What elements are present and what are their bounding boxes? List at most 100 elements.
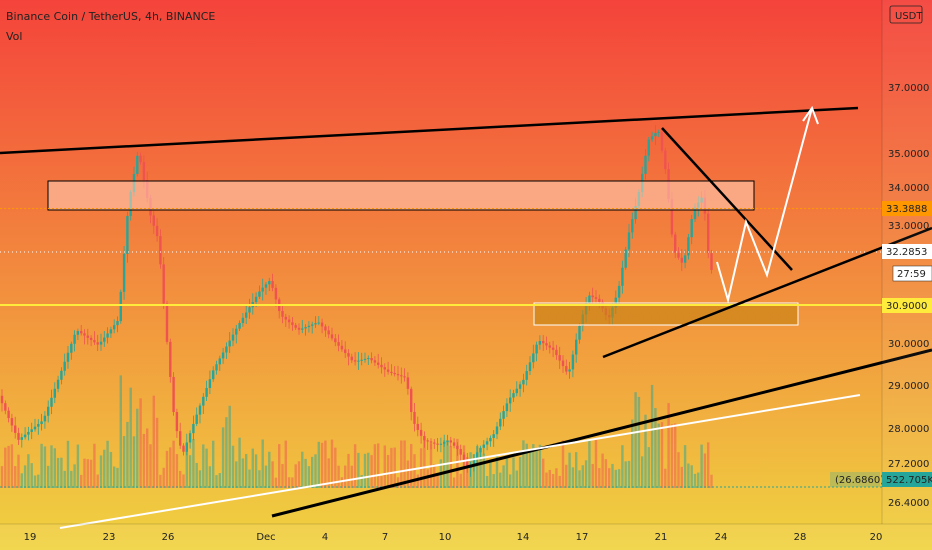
volume-bar [697, 472, 700, 488]
candle-body [113, 325, 116, 330]
candle-body [212, 370, 215, 380]
volume-bar [683, 445, 687, 488]
candle-body [231, 334, 235, 341]
volume-bar [278, 444, 281, 488]
y-tick-label: 35.0000 [888, 149, 929, 160]
volume-bar [667, 403, 670, 488]
volume-bar [386, 454, 390, 488]
x-tick-label: Dec [256, 532, 275, 543]
candle-body [426, 440, 429, 442]
volume-bar [637, 396, 641, 488]
candle-body [466, 461, 469, 468]
candle-body [287, 319, 291, 323]
volume-bar [162, 467, 165, 488]
rising-support-trendline[interactable] [602, 226, 932, 359]
candle-body [327, 330, 330, 335]
volume-bar [86, 459, 89, 488]
currency-badge-text: USDT [895, 11, 923, 22]
symbol-title[interactable]: Binance Coin / TetherUS, 4h, BINANCE [6, 10, 215, 23]
candle-body [443, 442, 446, 444]
x-tick-label: 19 [24, 532, 37, 543]
candle-body [390, 371, 393, 374]
volume-bar [284, 440, 287, 488]
volume-bar [291, 477, 294, 488]
volume-bar [449, 446, 452, 488]
y-tick-label: 33.0000 [888, 221, 929, 232]
volume-bar [17, 454, 20, 488]
volume-bar [456, 438, 459, 488]
volume-bar [76, 444, 80, 488]
candle-body [462, 454, 466, 462]
price-label-support: 30.9000 [882, 298, 932, 313]
volume-bar [175, 454, 179, 488]
candle-body [396, 374, 400, 376]
volume-bar [93, 443, 96, 488]
candle-body [449, 440, 452, 443]
volume-bar [146, 428, 149, 488]
x-tick-label: 20 [870, 532, 883, 543]
volume-bar [301, 451, 304, 488]
long-term-trendline[interactable] [271, 348, 932, 518]
candle-body [485, 441, 489, 445]
candle-body [383, 367, 386, 370]
candle-body [109, 329, 113, 334]
volume-bar [555, 468, 558, 488]
volume-legend[interactable]: Vol [6, 30, 22, 43]
volume-bar [406, 460, 410, 488]
candle-body [340, 345, 344, 350]
volume-bar [258, 470, 261, 488]
y-tick-label: 34.0000 [888, 183, 929, 194]
candle-body [545, 343, 548, 346]
candle-body [558, 355, 561, 361]
candle-body [221, 352, 225, 359]
volume-bar [225, 417, 228, 488]
candle-body [324, 326, 327, 331]
candle-body [347, 353, 350, 357]
currency-badge[interactable]: USDT [889, 5, 923, 24]
volume-bar [340, 477, 344, 488]
volume-bar [152, 395, 155, 488]
volume-bar [647, 447, 650, 488]
descending-trendline[interactable] [661, 127, 793, 271]
volume-bar [654, 407, 657, 488]
volume-bar [367, 452, 370, 488]
candle-body [677, 252, 680, 258]
volume-bar [350, 465, 353, 488]
candle-body [413, 411, 416, 424]
resistance-zone[interactable] [47, 180, 755, 211]
upper-channel-trendline[interactable] [0, 106, 859, 155]
candle-body [518, 384, 522, 389]
candle-body [215, 364, 218, 371]
volume-bar [136, 408, 139, 488]
candle-body [169, 341, 172, 377]
volume-bar [548, 469, 551, 488]
volume-bar [294, 464, 297, 488]
candle-body [353, 360, 357, 362]
volume-bar [703, 453, 707, 488]
price-axis-panel[interactable] [882, 0, 932, 524]
volume-bar [492, 474, 495, 488]
volume-bar [96, 474, 99, 488]
volume-bar [482, 453, 485, 488]
candle-body [192, 423, 195, 434]
volume-bar [700, 444, 703, 488]
candle-body [126, 215, 129, 254]
volume-bar [80, 474, 83, 488]
candle-body [575, 339, 578, 355]
candle-body [386, 369, 390, 372]
projection-path[interactable] [716, 107, 813, 304]
candle-body [330, 334, 334, 339]
time-axis-panel[interactable] [0, 524, 932, 550]
white-trendline[interactable] [59, 394, 861, 529]
volume-bar [400, 440, 403, 488]
volume-bar [535, 447, 538, 488]
volume-bar [532, 444, 535, 488]
volume-bar [179, 470, 182, 488]
candle-body [515, 388, 518, 394]
volume-bar [169, 447, 172, 488]
volume-bar [617, 469, 621, 488]
candle-body [446, 440, 449, 443]
support-zone[interactable] [533, 302, 799, 326]
candle-body [66, 352, 70, 362]
